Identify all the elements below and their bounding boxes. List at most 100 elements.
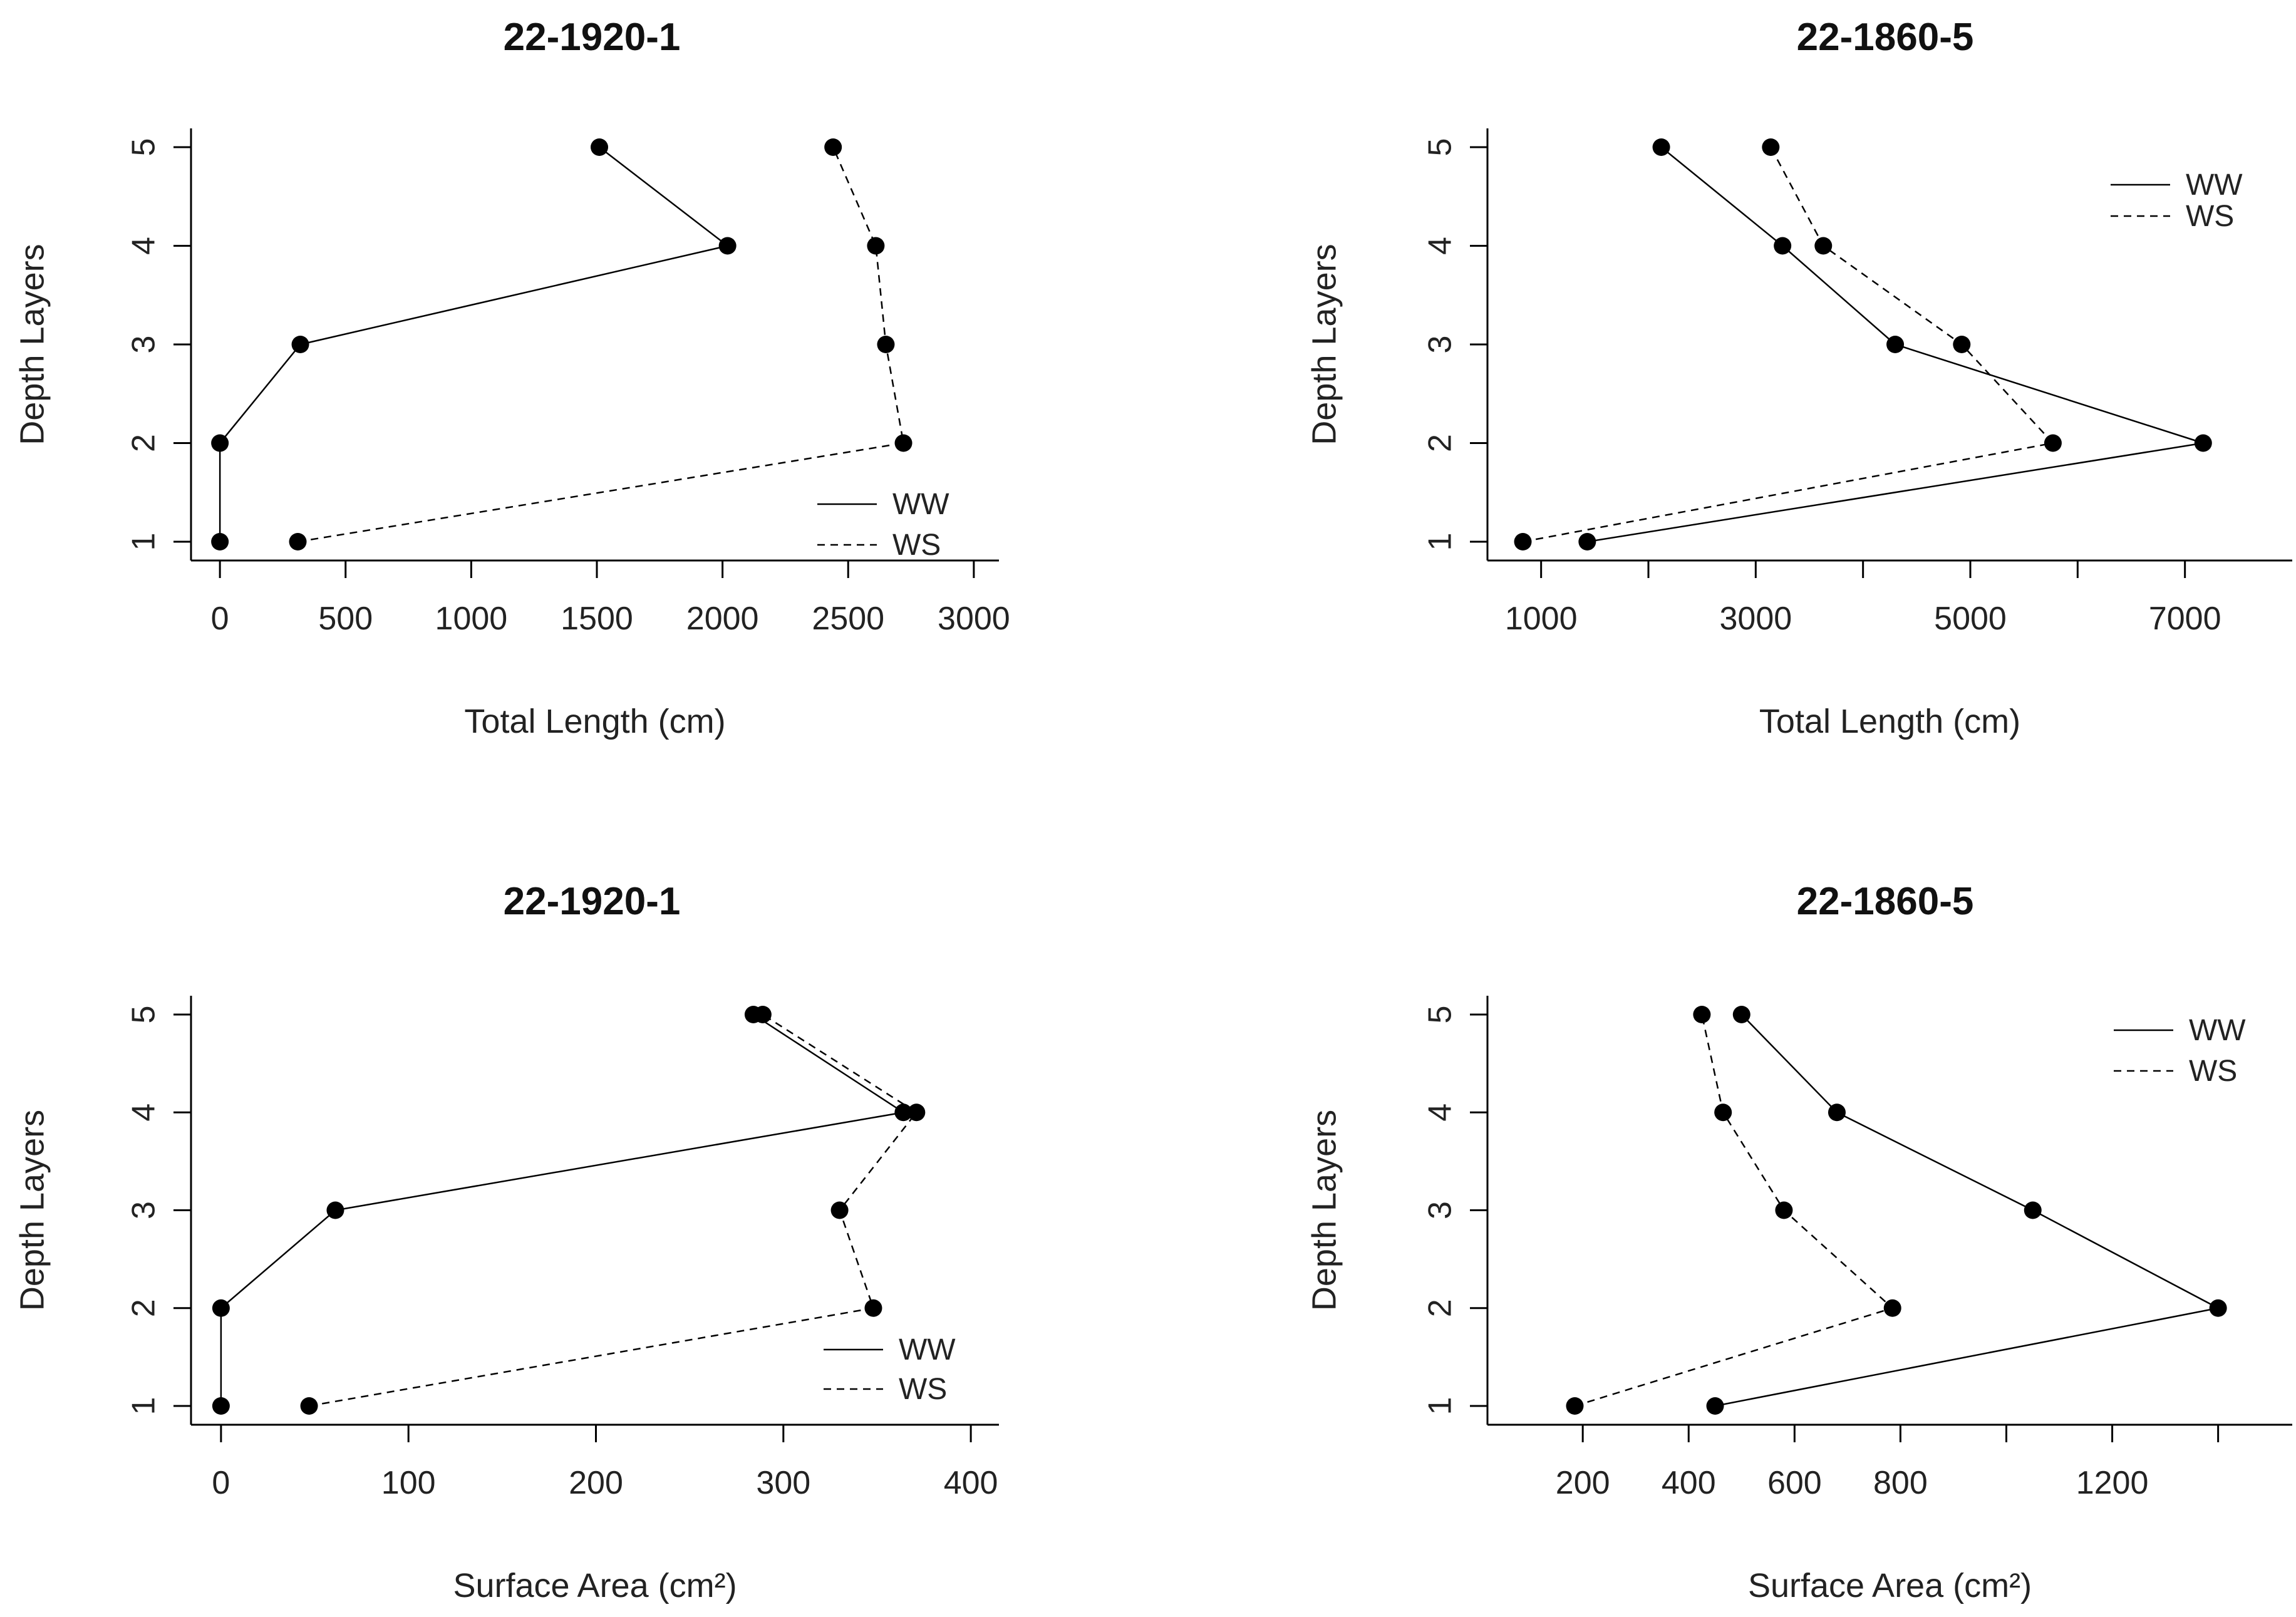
data-point-ww (2209, 1299, 2227, 1317)
data-point-ws (824, 138, 842, 156)
data-point-ww (2194, 434, 2212, 452)
data-point-ww (1828, 1103, 1846, 1122)
chart-title: 22-1860-5 (1797, 16, 1974, 59)
x-tick-label: 100 (381, 1465, 436, 1501)
legend-label-ww: WW (2186, 168, 2243, 202)
data-point-ws (1693, 1006, 1711, 1023)
x-tick-label: 300 (756, 1465, 810, 1501)
y-tick-label: 5 (1422, 138, 1459, 157)
data-point-ws (908, 1103, 926, 1122)
data-point-ww (894, 1103, 913, 1122)
x-axis-label: Surface Area (cm²) (1748, 1567, 2032, 1604)
x-tick-label: 3000 (1719, 601, 1792, 637)
series-line-ws (1575, 1014, 1895, 1407)
legend-label-ws: WS (2189, 1055, 2237, 1088)
data-point-ws (1514, 533, 1532, 550)
y-tick-label: 4 (1422, 237, 1459, 255)
y-axis-label: Depth Layers (13, 244, 51, 445)
legend-label-ws: WS (899, 1373, 947, 1406)
chart-title: 22-1920-1 (504, 16, 681, 59)
y-axis-label: Depth Layers (13, 1110, 51, 1311)
data-point-ws (1714, 1103, 1732, 1122)
y-tick-label: 5 (126, 1006, 162, 1024)
legend-label-ws: WS (2186, 200, 2234, 233)
data-point-ww (211, 434, 229, 452)
chart-title: 22-1860-5 (1797, 880, 1974, 923)
y-tick-label: 4 (126, 1103, 162, 1122)
x-tick-label: 400 (1662, 1465, 1716, 1501)
series-line-ws (1523, 147, 2055, 543)
x-tick-label: 2000 (686, 601, 759, 637)
x-tick-label: 200 (1556, 1465, 1610, 1501)
x-tick-label: 1500 (561, 601, 633, 637)
data-point-ww (291, 336, 309, 353)
x-tick-label: 800 (1873, 1465, 1928, 1501)
y-tick-label: 1 (126, 1397, 162, 1415)
series-line-ws (309, 1013, 918, 1407)
y-tick-label: 2 (126, 1299, 162, 1317)
data-point-ws (1814, 237, 1833, 255)
chart-title: 22-1920-1 (504, 880, 681, 923)
x-tick-label: 1200 (2076, 1465, 2149, 1501)
data-point-ws (2044, 434, 2062, 452)
data-point-ww (1774, 237, 1792, 255)
data-point-ws (289, 533, 307, 550)
data-point-ws (877, 336, 895, 353)
data-point-ww (1578, 533, 1596, 550)
panel-1: 22-1920-1 0 500 1000 1500 2000 2500 3000 1 2 3 4 5 To… (13, 16, 1010, 740)
series-line-ww (220, 1013, 906, 1406)
x-tick-label: 400 (944, 1465, 998, 1501)
y-tick-label: 3 (1422, 1201, 1459, 1219)
data-point-ws (1775, 1201, 1793, 1219)
x-tick-label: 0 (211, 601, 229, 637)
legend-label-ws: WS (892, 529, 941, 562)
y-tick-label: 3 (126, 1201, 162, 1219)
data-point-ww (1652, 138, 1670, 156)
y-tick-label: 3 (126, 336, 162, 354)
x-tick-label: 0 (212, 1465, 230, 1501)
series-line-ws (297, 147, 904, 543)
y-tick-label: 4 (1422, 1103, 1459, 1122)
legend-label-ww: WW (2189, 1014, 2246, 1047)
x-tick-label: 500 (318, 601, 373, 637)
y-tick-label: 2 (1422, 434, 1459, 452)
x-axis-label: Total Length (cm) (1759, 703, 2020, 740)
y-tick-label: 5 (126, 138, 162, 157)
data-point-ws (1953, 336, 1971, 353)
data-point-ww (212, 1299, 230, 1317)
y-axis-label: Depth Layers (1305, 1110, 1343, 1311)
panel-3: 22-1920-1 0 100 200 300 400 1 2 3 4 5 Surface Area … (13, 880, 999, 1604)
x-tick-label: 5000 (1934, 601, 2007, 637)
data-point-ww (718, 237, 737, 255)
data-point-ws (864, 1299, 882, 1317)
data-point-ws (1883, 1299, 1901, 1317)
data-point-ww (326, 1201, 344, 1219)
panel-4: 22-1860-5 200 400 600 800 1200 1 2 3 4 5 Surface Ar… (1305, 880, 2292, 1604)
y-tick-label: 1 (126, 533, 162, 551)
data-point-ww (591, 138, 609, 156)
x-tick-label: 600 (1767, 1465, 1822, 1501)
y-axis-label: Depth Layers (1305, 244, 1343, 445)
y-tick-label: 5 (1422, 1006, 1459, 1024)
legend-label-ww: WW (892, 488, 949, 521)
y-tick-label: 2 (126, 434, 162, 452)
x-tick-label: 200 (569, 1465, 623, 1501)
x-tick-label: 7000 (2149, 601, 2221, 637)
x-axis-label: Surface Area (cm²) (453, 1567, 737, 1604)
x-tick-label: 1000 (435, 601, 508, 637)
x-tick-label: 1000 (1505, 601, 1578, 637)
data-point-ws (894, 434, 913, 452)
y-tick-label: 1 (1422, 1397, 1459, 1415)
data-point-ws (300, 1397, 318, 1415)
data-point-ws (830, 1201, 849, 1219)
data-point-ww (1732, 1006, 1750, 1023)
x-axis-label: Total Length (cm) (464, 703, 725, 740)
data-point-ww (212, 1397, 230, 1415)
data-point-ww (1706, 1397, 1724, 1415)
data-point-ws (753, 1006, 772, 1023)
data-point-ws (1566, 1397, 1584, 1415)
data-point-ww (1886, 336, 1905, 353)
data-point-ww (2024, 1201, 2042, 1219)
data-point-ws (867, 237, 885, 255)
